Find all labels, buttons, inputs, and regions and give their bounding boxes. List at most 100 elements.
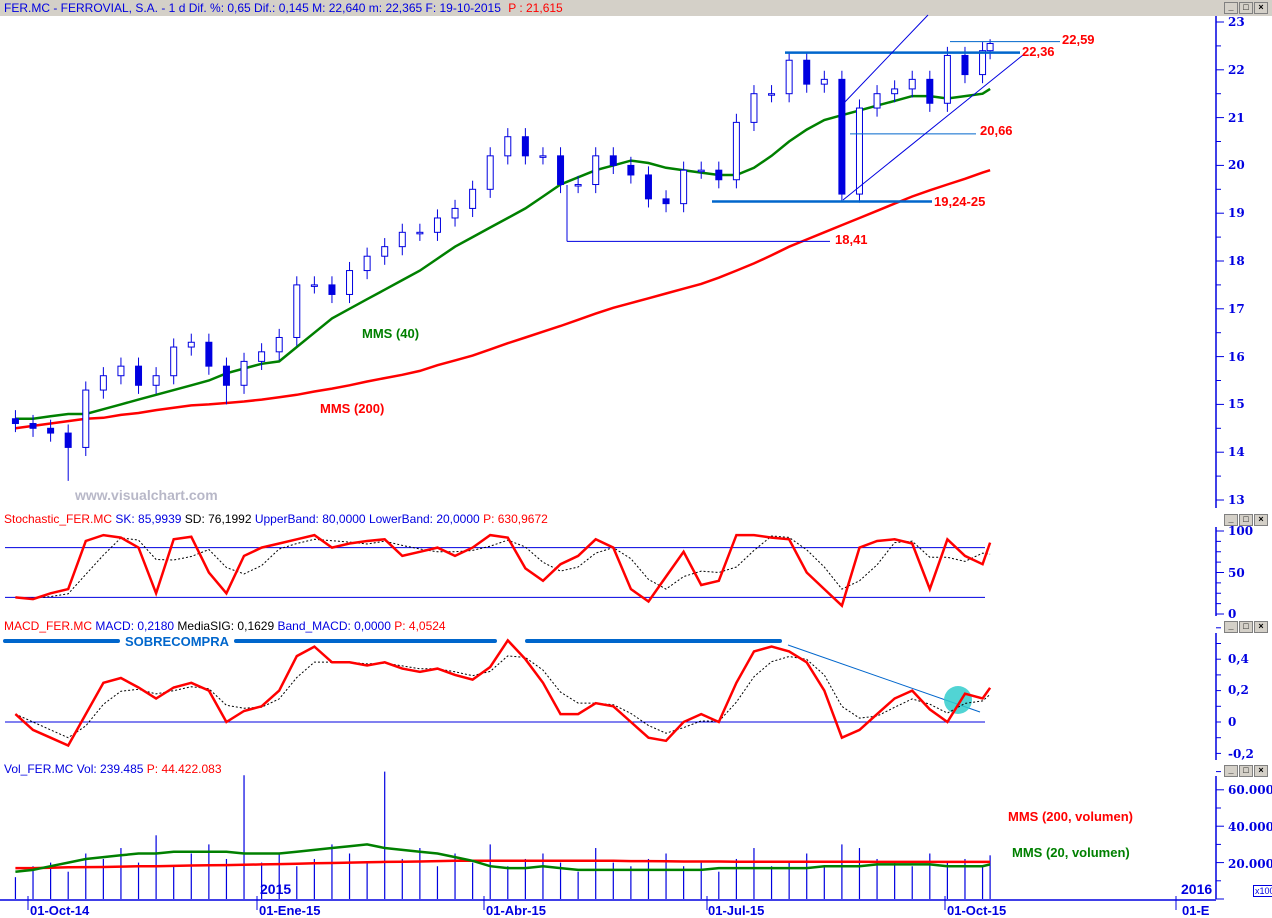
candle-body	[574, 184, 582, 187]
candle-body	[908, 78, 916, 90]
volume-name: Vol_FER.MC	[4, 762, 74, 776]
candle-body	[310, 284, 318, 287]
maximize-icon[interactable]: □	[1239, 514, 1253, 526]
candle-body	[258, 351, 266, 362]
vol-mms200-line	[15, 859, 991, 870]
volume-value: Vol: 239.485	[76, 762, 144, 776]
volume-tick-label: 40.000	[1228, 820, 1272, 834]
volume-window-buttons: _ □ ×	[1224, 765, 1268, 777]
stoch-sd-line	[15, 535, 991, 599]
stochastic-header: Stochastic_FER.MC SK: 85,9939 SD: 76,199…	[4, 512, 548, 526]
macd-signal-line	[15, 655, 991, 739]
candle-body	[961, 54, 969, 76]
candle-body	[328, 284, 336, 295]
macd-p: P: 4,0524	[394, 619, 446, 633]
candle-body	[293, 284, 301, 338]
x-tick-label: 01-Oct-15	[947, 903, 1007, 918]
candle-body	[873, 93, 881, 109]
price-tick-label: 21	[1228, 110, 1245, 125]
candle-body	[521, 136, 529, 157]
stochastic-p: P: 630,9672	[483, 512, 548, 526]
candle-body	[697, 169, 705, 173]
close-icon[interactable]: ×	[1254, 765, 1268, 777]
price-tick-label: 15	[1228, 397, 1245, 412]
price-tick-label: 16	[1228, 349, 1245, 364]
volume-tick-label: 60.000	[1228, 783, 1272, 797]
stochastic-sd: SD: 76,1992	[184, 512, 252, 526]
stochastic-sk: SK: 85,9939	[115, 512, 182, 526]
candle-body	[346, 270, 354, 295]
candle-body	[99, 375, 107, 391]
level-label-20-66: 20,66	[980, 123, 1013, 138]
maximize-icon[interactable]: □	[1239, 2, 1253, 14]
maximize-icon[interactable]: □	[1239, 765, 1253, 777]
macd-header: MACD_FER.MC MACD: 0,2180 MediaSIG: 0,162…	[4, 619, 446, 633]
macd-tick-label: 0	[1228, 715, 1237, 729]
macd-window-buttons: _ □ ×	[1224, 621, 1268, 633]
candle-body	[486, 155, 494, 190]
sobrecompra-label: SOBRECOMPRA	[125, 634, 230, 649]
stochastic-upper: UpperBand: 80,0000	[254, 512, 366, 526]
candle-body	[838, 78, 846, 195]
close-icon[interactable]: ×	[1254, 2, 1268, 14]
candle-body	[416, 231, 424, 235]
minimize-icon[interactable]: _	[1224, 765, 1238, 777]
candle-body	[557, 155, 565, 186]
channel-upper-line	[842, 14, 929, 105]
year-label: 2016	[1181, 881, 1213, 897]
stoch-tick-label: 0	[1228, 607, 1237, 621]
volume-header: Vol_FER.MC Vol: 239.485 P: 44.422.083	[4, 762, 222, 776]
candle-body	[381, 246, 389, 257]
mms200-line	[15, 169, 991, 430]
minimize-icon[interactable]: _	[1224, 514, 1238, 526]
minimize-icon[interactable]: _	[1224, 2, 1238, 14]
volume-multiplier: x100	[1253, 885, 1272, 897]
vol-mms200-label: MMS (200, volumen)	[1008, 809, 1133, 824]
candle-body	[117, 365, 125, 377]
candle-body	[398, 231, 406, 248]
candle-body	[433, 217, 441, 233]
candle-body	[222, 365, 230, 386]
price-tick-label: 13	[1228, 493, 1245, 507]
vol-mms20-line	[15, 843, 991, 873]
candle-body	[750, 93, 758, 123]
watermark: www.visualchart.com	[75, 487, 218, 503]
mms200-label: MMS (200)	[320, 401, 385, 416]
candle-body	[855, 107, 863, 195]
candle-body	[469, 188, 477, 209]
candle-body	[986, 43, 994, 52]
minimize-icon[interactable]: _	[1224, 621, 1238, 633]
maximize-icon[interactable]: □	[1239, 621, 1253, 633]
candle-body	[11, 418, 19, 425]
last-price: P : 21,615	[508, 1, 563, 15]
candle-body	[891, 88, 899, 95]
main-window-buttons: _ □ ×	[1224, 2, 1268, 14]
candle-body	[662, 198, 670, 205]
candle-body	[504, 136, 512, 157]
candle-body	[240, 360, 248, 386]
x-tick-label: 01-E	[1182, 903, 1210, 918]
candle-body	[29, 423, 37, 429]
x-tick-label: 01-Oct-14	[30, 903, 90, 918]
candle-body	[644, 174, 652, 200]
candle-body	[680, 169, 688, 205]
candle-body	[979, 50, 987, 76]
level-label-22-59: 22,59	[1062, 32, 1095, 47]
x-tick-label: 01-Jul-15	[708, 903, 765, 918]
close-icon[interactable]: ×	[1254, 621, 1268, 633]
macd-name: MACD_FER.MC	[4, 619, 93, 633]
candle-body	[170, 346, 178, 377]
candle-body	[275, 336, 283, 353]
chart-title: FER.MC - FERROVIAL, S.A. - 1 d Dif. %: 0…	[4, 1, 501, 15]
macd-tick-label: 0,4	[1228, 652, 1249, 666]
candle-body	[152, 375, 160, 386]
macd-highlight-circle	[944, 686, 972, 714]
price-tick-label: 20	[1228, 158, 1245, 173]
close-icon[interactable]: ×	[1254, 514, 1268, 526]
candle-body	[135, 365, 143, 386]
price-tick-label: 19	[1228, 206, 1245, 221]
stoch-tick-label: 50	[1228, 566, 1245, 580]
stochastic-name: Stochastic_FER.MC	[4, 512, 113, 526]
chart-title-bar: FER.MC - FERROVIAL, S.A. - 1 d Dif. %: 0…	[0, 0, 1272, 16]
